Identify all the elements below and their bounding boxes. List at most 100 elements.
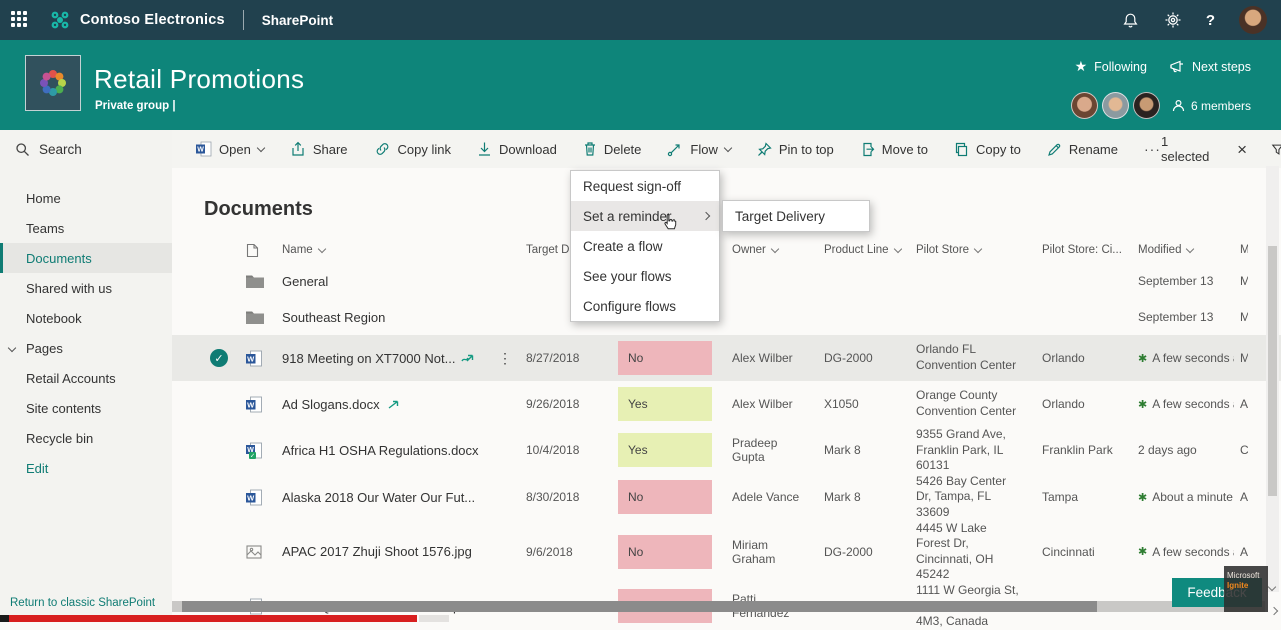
copy-to-icon	[955, 142, 968, 156]
pilot-city-value: Tampa	[1042, 490, 1079, 505]
app-launcher-icon[interactable]	[11, 11, 29, 29]
column-type-icon[interactable]	[238, 243, 274, 258]
settings-gear-icon[interactable]	[1164, 11, 1182, 29]
owner-value: Alex Wilber	[732, 351, 793, 365]
menu-item-target-delivery[interactable]: Target Delivery	[735, 208, 826, 224]
share-button[interactable]: Share	[290, 141, 348, 157]
chevron-down-icon	[723, 143, 733, 152]
menu-item-see-your-flows[interactable]: See your flows	[583, 268, 672, 284]
column-target-delivery[interactable]: Target De	[526, 244, 576, 256]
file-name[interactable]: Ad Slogans.docx	[274, 397, 492, 412]
sidebar-item-notebook[interactable]: Notebook	[26, 310, 82, 326]
chevron-down-icon	[7, 343, 17, 353]
table-row[interactable]: W ✓ Africa H1 OSHA Regulations.docx 10/4…	[172, 427, 1281, 474]
folder-name[interactable]: Southeast Region	[282, 309, 386, 325]
file-name[interactable]: 918 Meeting on XT7000 Not...	[274, 351, 492, 366]
member-avatar[interactable]	[1132, 92, 1160, 119]
status-badge: No	[618, 534, 712, 569]
sidebar-item-home[interactable]: Home	[26, 190, 61, 206]
filter-icon[interactable]	[1271, 142, 1281, 157]
suite-bar: Contoso Electronics SharePoint ?	[0, 0, 1281, 40]
overflow-menu-button[interactable]: ···	[1143, 141, 1161, 157]
flow-icon	[668, 143, 680, 156]
sidebar-item-shared-with-us[interactable]: Shared with us	[26, 280, 112, 296]
video-progress-playhead[interactable]	[419, 615, 449, 622]
sidebar: Search Home Teams Documents Shared with …	[0, 130, 172, 622]
modified-value: September 13	[1138, 274, 1214, 288]
site-logo[interactable]	[25, 55, 81, 111]
contoso-logo-icon	[49, 9, 71, 31]
sidebar-item-retail-accounts[interactable]: Retail Accounts	[26, 370, 116, 386]
table-row[interactable]: APAC 2017 Zhuji Shoot 1576.jpg 9/6/2018 …	[172, 521, 1281, 583]
clear-selection-icon[interactable]: ×	[1237, 139, 1248, 159]
scroll-down-icon[interactable]	[1267, 582, 1277, 592]
flow-dropdown-menu: Request sign-off Set a reminder Create a…	[570, 170, 720, 322]
download-button[interactable]: Download	[477, 141, 557, 157]
return-to-classic-link[interactable]: Return to classic SharePoint	[10, 597, 156, 609]
open-button[interactable]: W Open	[196, 141, 266, 157]
file-name[interactable]: Alaska 2018 Our Water Our Fut...	[282, 489, 476, 505]
status-badge: Yes	[618, 387, 712, 421]
copy-to-button[interactable]: Copy to	[954, 142, 1021, 157]
table-row[interactable]: W Ad Slogans.docx 9/26/2018 Yes Alex Wil…	[172, 381, 1281, 427]
column-modified[interactable]: Modified	[1124, 244, 1234, 256]
sidebar-item-documents[interactable]: Documents	[0, 243, 172, 273]
column-owner[interactable]: Owner	[718, 244, 810, 256]
help-icon[interactable]: ?	[1205, 11, 1215, 29]
table-row[interactable]: Southeast Region September 13 M	[172, 299, 1281, 335]
horizontal-scrollbar[interactable]	[172, 601, 1265, 612]
menu-item-request-sign-off[interactable]: Request sign-off	[583, 178, 682, 194]
table-row-selected[interactable]: ✓ W 918 Meeting on XT7000 Not... ⋮ 8/27/…	[172, 335, 1281, 381]
target-delivery-value: 8/30/2018	[526, 490, 580, 505]
file-name[interactable]: APAC 2017 Zhuji Shoot 1576.jpg	[282, 544, 472, 560]
truncated-cell: A	[1240, 490, 1248, 505]
column-pilot-store[interactable]: Pilot Store	[902, 244, 1028, 256]
search-input[interactable]: Search	[0, 130, 172, 169]
flow-button[interactable]: Flow	[667, 142, 733, 157]
move-to-button[interactable]: Move to	[860, 142, 928, 157]
vertical-scrollbar-thumb[interactable]	[1268, 246, 1277, 496]
word-file-synced-icon: W ✓	[246, 442, 262, 459]
video-progress-bar[interactable]	[0, 615, 1281, 622]
horizontal-scrollbar-thumb[interactable]	[182, 601, 1097, 612]
target-delivery-value: 9/6/2018	[526, 544, 573, 559]
file-name[interactable]: Africa H1 OSHA Regulations.docx	[282, 442, 479, 458]
column-product-line[interactable]: Product Line	[810, 244, 902, 256]
sidebar-item-recycle-bin[interactable]: Recycle bin	[26, 430, 94, 446]
brand-name[interactable]: Contoso Electronics	[80, 12, 225, 28]
member-avatar[interactable]	[1101, 92, 1129, 119]
notifications-bell-icon[interactable]	[1122, 11, 1140, 29]
sidebar-item-edit[interactable]: Edit	[26, 460, 49, 476]
user-avatar[interactable]	[1239, 6, 1267, 34]
members-count: 6 members	[1190, 98, 1251, 113]
following-button[interactable]: ★ Following	[1075, 58, 1147, 75]
app-name[interactable]: SharePoint	[261, 12, 334, 28]
table-row[interactable]: General September 13 M	[172, 263, 1281, 299]
copy-link-button[interactable]: Copy link	[374, 141, 451, 157]
star-icon: ★	[1074, 58, 1088, 74]
svg-text:W: W	[247, 447, 254, 454]
menu-item-set-a-reminder[interactable]: Set a reminder	[571, 201, 719, 231]
vertical-scrollbar[interactable]	[1266, 166, 1279, 592]
modified-value: September 13	[1138, 310, 1214, 324]
row-selected-check-icon[interactable]: ✓	[210, 349, 228, 367]
next-steps-button[interactable]: Next steps	[1169, 60, 1251, 74]
watermark-line1: Microsoft	[1227, 571, 1260, 580]
pin-to-top-button[interactable]: Pin to top	[757, 142, 834, 157]
column-name[interactable]: Name	[274, 244, 492, 256]
more-actions-icon[interactable]: ⋮	[498, 349, 512, 366]
sidebar-item-site-contents[interactable]: Site contents	[26, 400, 102, 416]
members-button[interactable]: 6 members	[1172, 99, 1251, 113]
member-avatar[interactable]	[1070, 92, 1098, 119]
table-row[interactable]: W Alaska 2018 Our Water Our Fut... 8/30/…	[172, 474, 1281, 521]
folder-name[interactable]: General	[282, 273, 329, 289]
delete-button[interactable]: Delete	[583, 141, 641, 157]
new-indicator-icon: ✱	[1138, 398, 1148, 411]
rename-button[interactable]: Rename	[1047, 142, 1118, 157]
sidebar-item-teams[interactable]: Teams	[26, 220, 65, 236]
menu-item-configure-flows[interactable]: Configure flows	[583, 298, 677, 314]
next-steps-label: Next steps	[1191, 59, 1251, 74]
sidebar-item-pages[interactable]: Pages	[0, 333, 172, 363]
column-pilot-store-city[interactable]: Pilot Store: Ci...	[1028, 244, 1124, 256]
menu-item-create-a-flow[interactable]: Create a flow	[583, 238, 663, 254]
